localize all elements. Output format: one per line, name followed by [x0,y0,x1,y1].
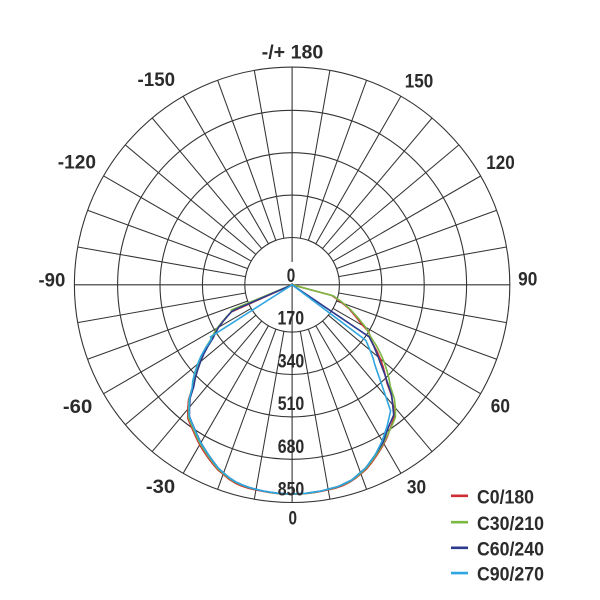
svg-text:340: 340 [278,352,305,373]
svg-text:0: 0 [287,266,296,287]
svg-text:170: 170 [278,309,305,330]
svg-text:C90/270: C90/270 [477,565,544,586]
svg-text:510: 510 [278,394,305,415]
svg-text:C60/240: C60/240 [477,539,544,560]
svg-text:-60: -60 [63,397,92,418]
svg-text:C30/210: C30/210 [477,514,544,535]
svg-text:-150: -150 [138,70,176,91]
svg-text:-30: -30 [146,477,175,498]
svg-text:-90: -90 [39,270,66,291]
svg-text:150: 150 [405,71,434,92]
svg-text:680: 680 [278,437,305,458]
svg-text:90: 90 [518,270,537,291]
svg-text:C0/180: C0/180 [477,487,534,508]
svg-text:60: 60 [491,396,510,417]
svg-text:120: 120 [486,153,515,174]
svg-text:850: 850 [278,480,305,501]
svg-text:-/+ 180: -/+ 180 [262,43,324,64]
svg-text:30: 30 [407,477,426,498]
svg-text:-120: -120 [58,152,96,173]
svg-text:0: 0 [288,508,297,529]
